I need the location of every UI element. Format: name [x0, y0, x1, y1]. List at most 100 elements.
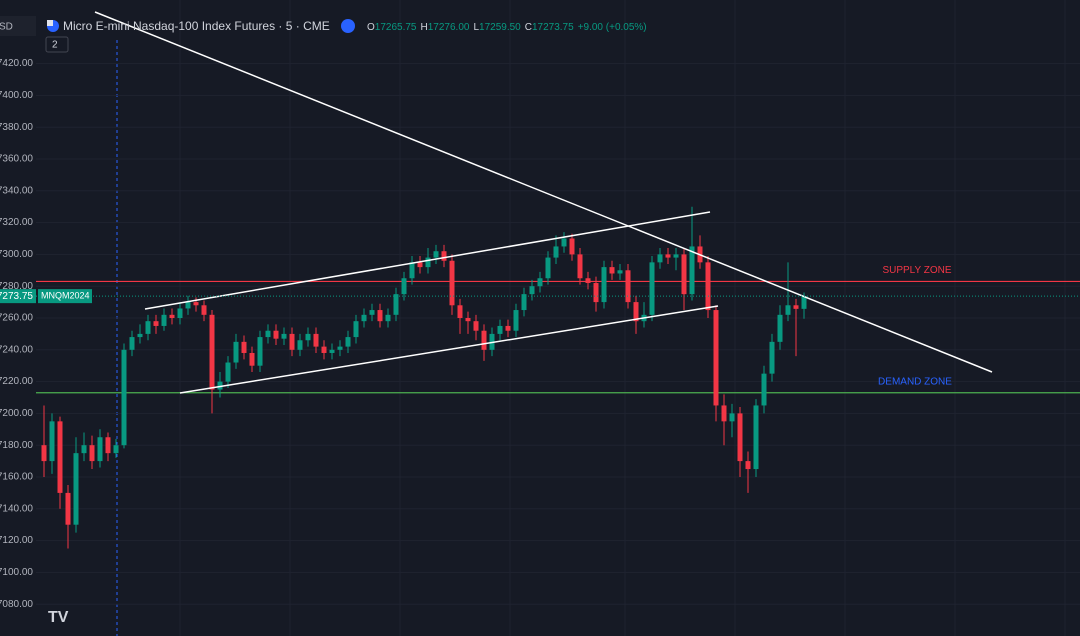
candle-body — [729, 413, 735, 422]
candle-body — [505, 325, 511, 331]
candle-body — [705, 262, 711, 311]
legend-key: H — [421, 22, 428, 33]
candle-body — [393, 294, 399, 315]
candle-body — [321, 346, 327, 353]
candle-body — [513, 310, 519, 331]
last-price: 17273.75 — [0, 291, 33, 302]
candle-body — [777, 314, 783, 342]
candle-body — [217, 381, 223, 390]
candle-body — [249, 352, 255, 366]
candle-body — [537, 278, 543, 287]
price-badges: 17273.75 MNQM2024 — [0, 289, 92, 304]
y-tick-label: 17120.00 — [0, 535, 33, 546]
candle-body — [769, 341, 775, 374]
candle-body — [273, 330, 279, 339]
ohlc-legend: O17265.75 H17276.00 L17259.50 C17273.75 +9.0… — [367, 22, 647, 33]
candle-body — [761, 373, 767, 406]
candle-body — [481, 330, 487, 350]
candle-body — [433, 251, 439, 258]
y-tick-label: 17260.00 — [0, 313, 33, 324]
legend-value: 17276.00 — [428, 22, 470, 33]
candle-body — [665, 254, 671, 258]
candle-body — [337, 346, 343, 350]
candle-body — [81, 445, 87, 454]
candle-body — [361, 314, 367, 322]
candle-body — [497, 325, 503, 334]
last-price-badge — [0, 289, 36, 304]
candle-body — [561, 238, 567, 247]
candle-body — [289, 333, 295, 350]
candle-body — [553, 246, 559, 258]
candle-body — [73, 453, 79, 525]
indicator-count: 2 — [52, 40, 58, 51]
candle-body — [689, 246, 695, 295]
replay-button[interactable] — [341, 19, 355, 33]
trend-lines — [94, 11, 993, 394]
candle-body — [313, 333, 319, 347]
y-tick-label: 17280.00 — [0, 281, 33, 292]
candle-body — [545, 257, 551, 279]
horizontal-grid — [36, 63, 1080, 605]
symbol-label: MNQM2024 — [41, 291, 90, 301]
candle-body — [609, 267, 615, 274]
candle-body — [801, 296, 807, 309]
y-tick-label: 17300.00 — [0, 249, 33, 260]
legend-value: 17265.75 — [375, 22, 417, 33]
candle-body — [569, 238, 575, 255]
y-tick-label: 17360.00 — [0, 154, 33, 165]
candle-body — [161, 314, 167, 326]
candle-body — [177, 308, 183, 318]
symbol-title: Micro E-mini Nasdaq-100 Index Futures · … — [63, 19, 330, 33]
candle-body — [353, 321, 359, 338]
candle-body — [305, 333, 311, 341]
candle-body — [201, 305, 207, 315]
candle-body — [617, 270, 623, 274]
candle-body — [329, 349, 335, 353]
y-tick-label: 17240.00 — [0, 344, 33, 355]
candle-body — [425, 257, 431, 268]
candle-body — [145, 321, 151, 334]
candle-body — [209, 314, 215, 390]
indicator-toggle[interactable] — [45, 36, 69, 53]
candle-body — [657, 254, 663, 263]
candle-body — [457, 305, 463, 318]
candle-body — [593, 283, 599, 303]
candle-body — [585, 278, 591, 284]
candle-body — [169, 314, 175, 318]
y-tick-label: 17140.00 — [0, 503, 33, 514]
legend-value: 17259.50 — [479, 22, 521, 33]
candle-body — [225, 362, 231, 382]
y-tick-label: 17200.00 — [0, 408, 33, 419]
candle-body — [449, 260, 455, 306]
candle-body — [577, 254, 583, 279]
candle-body — [257, 337, 263, 366]
channel-lower — [179, 305, 719, 394]
candle-body — [385, 314, 391, 322]
candle-body — [105, 437, 111, 454]
candles — [41, 206, 807, 549]
candle-body — [265, 330, 271, 338]
candle-body — [113, 445, 119, 454]
candle-body — [97, 437, 103, 462]
y-tick-label: 17400.00 — [0, 90, 33, 101]
candle-body — [401, 278, 407, 295]
y-tick-label: 17220.00 — [0, 376, 33, 387]
candle-body — [129, 337, 135, 350]
candle-body — [345, 337, 351, 347]
flag-icon-part — [47, 20, 53, 26]
candle-body — [713, 310, 719, 406]
candle-body — [241, 341, 247, 353]
currency-box — [0, 16, 36, 36]
candle-body — [41, 445, 47, 462]
logo: TV — [48, 609, 69, 626]
candle-body — [521, 294, 527, 311]
legend-key: L — [473, 22, 479, 33]
candle-body — [193, 302, 199, 306]
candle-body — [529, 286, 535, 295]
candle-body — [721, 405, 727, 422]
candle-body — [65, 492, 71, 525]
zones: SUPPLY ZONE DEMAND ZONE — [36, 265, 1080, 394]
candle-body — [153, 321, 159, 326]
candle-body — [281, 333, 287, 339]
